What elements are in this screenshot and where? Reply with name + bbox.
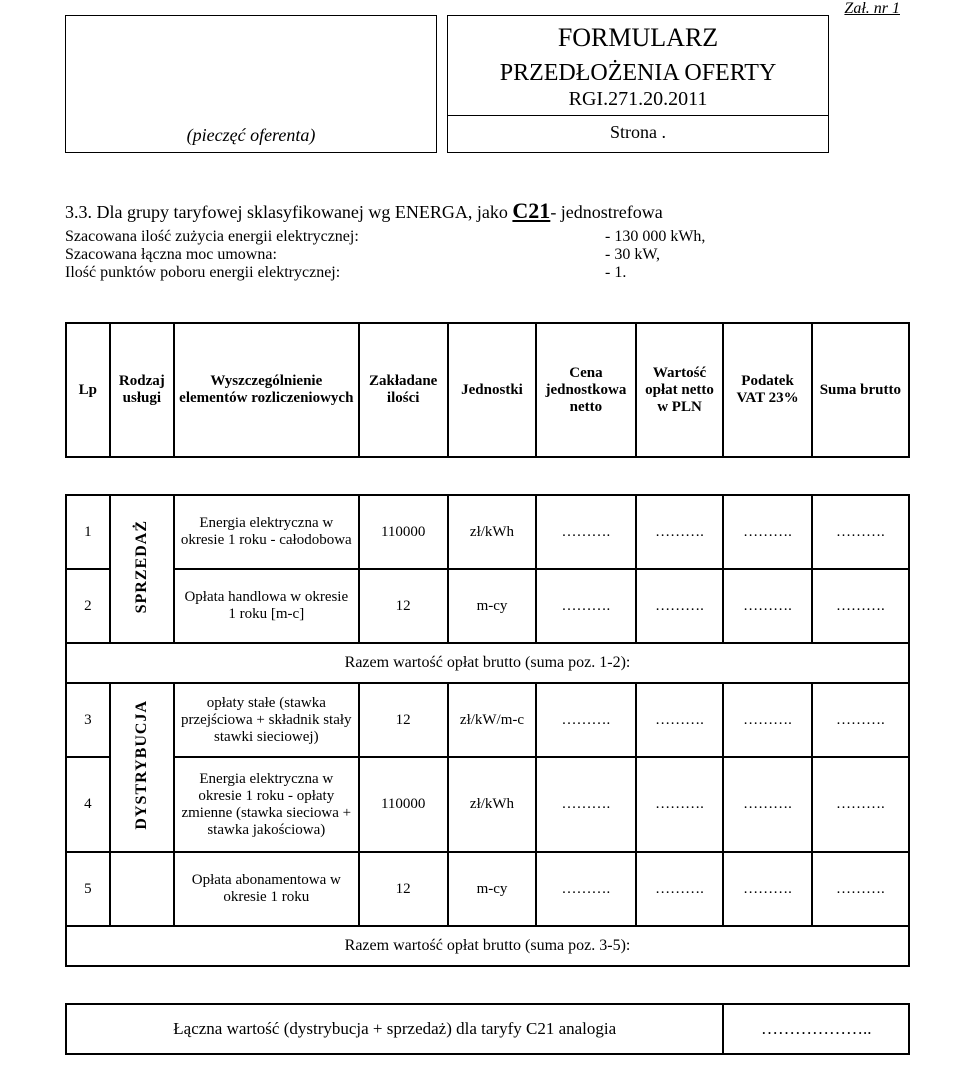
th-rodzaj: Rodzaj usługi [110,323,174,457]
title-box: FORMULARZ PRZEDŁOŻENIA OFERTY RGI.271.20… [447,15,829,153]
row-2: 2 Opłata handlowa w okresie 1 roku [m-c]… [66,569,909,643]
razem-2: Razem wartość opłat brutto (suma poz. 3-… [66,926,909,966]
unit-5: m-cy [448,852,537,926]
group-sprzedaz: SPRZEDAŻ [110,495,174,643]
desc-1: Energia elektryczna w okresie 1 roku - c… [174,495,359,569]
unit-3: zł/kW/m-c [448,683,537,757]
vat-2: ………. [723,569,811,643]
group-dystrybucja-label: DYSTRYBUCJA [133,700,151,830]
razem-row-2: Razem wartość opłat brutto (suma poz. 3-… [66,926,909,966]
sec-line-1: Szacowana ilość zużycia energii elektryc… [65,228,910,246]
th-jedn: Jednostki [448,323,537,457]
row-3: 3 DYSTRYBUCJA opłaty stałe (stawka przej… [66,683,909,757]
razem-1: Razem wartość opłat brutto (suma poz. 1-… [66,643,909,683]
cena-5: ………. [536,852,635,926]
wart-1: ………. [636,495,724,569]
cena-2: ………. [536,569,635,643]
th-lp: Lp [66,323,110,457]
desc-3: opłaty stałe (stawka przejściowa + skład… [174,683,359,757]
th-zakl: Zakładane ilości [359,323,448,457]
row-1: 1 SPRZEDAŻ Energia elektryczna w okresie… [66,495,909,569]
sec-lbl-1: Szacowana ilość zużycia energii elektryc… [65,228,605,246]
suma-2: ………. [812,569,909,643]
title-line2: PRZEDŁOŻENIA OFERTY [448,53,828,88]
vat-5: ………. [723,852,811,926]
title-line1: FORMULARZ [448,16,828,53]
header-row: Lp Rodzaj usługi Wyszczególnienie elemen… [66,323,909,457]
spacer-2 [66,966,909,1004]
desc-4: Energia elektryczna w okresie 1 roku - o… [174,757,359,852]
cena-3: ………. [536,683,635,757]
title-ref: RGI.271.20.2011 [448,88,828,115]
wart-5: ………. [636,852,724,926]
lp-2: 2 [66,569,110,643]
spacer [66,457,909,495]
lp-5: 5 [66,852,110,926]
wart-2: ………. [636,569,724,643]
group-sprzedaz-label: SPRZEDAŻ [133,520,151,613]
main-table: Lp Rodzaj usługi Wyszczególnienie elemen… [65,322,910,1055]
row-4: 4 Energia elektryczna w okresie 1 roku -… [66,757,909,852]
header-row: (pieczęć oferenta) FORMULARZ PRZEDŁOŻENI… [65,15,910,153]
unit-1: zł/kWh [448,495,537,569]
th-suma: Suma brutto [812,323,909,457]
razem-row-1: Razem wartość opłat brutto (suma poz. 1-… [66,643,909,683]
lp-3: 3 [66,683,110,757]
lp-1: 1 [66,495,110,569]
section-heading: 3.3. Dla grupy taryfowej sklasyfikowanej… [65,193,910,228]
vat-4: ………. [723,757,811,852]
sec-lbl-2: Szacowana łączna moc umowna: [65,246,605,264]
section-3-3: 3.3. Dla grupy taryfowej sklasyfikowanej… [65,193,910,282]
sec-t1: Dla grupy taryfowej sklasyfikowanej wg E… [92,202,512,222]
unit-4: zł/kWh [448,757,537,852]
sec-t2: - jednostrefowa [550,202,662,222]
unit-2: m-cy [448,569,537,643]
suma-5: ………. [812,852,909,926]
wart-3: ………. [636,683,724,757]
th-cena: Cena jednostkowa netto [536,323,635,457]
qty-1: 110000 [359,495,448,569]
sec-val-1: - 130 000 kWh, [605,228,705,246]
vat-1: ………. [723,495,811,569]
sec-lbl-3: Ilość punktów poboru energii elektryczne… [65,264,605,282]
cena-4: ………. [536,757,635,852]
group-dystrybucja: DYSTRYBUCJA [110,683,174,852]
sec-num: 3.3. [65,202,92,222]
qty-3: 12 [359,683,448,757]
cena-1: ………. [536,495,635,569]
suma-4: ………. [812,757,909,852]
th-vat: Podatek VAT 23% [723,323,811,457]
row-5: 5 Opłata abonamentowa w okresie 1 roku 1… [66,852,909,926]
sec-line-3: Ilość punktów poboru energii elektryczne… [65,264,910,282]
tariff-code: C21 [512,198,550,223]
wart-4: ………. [636,757,724,852]
qty-5: 12 [359,852,448,926]
desc-5: Opłata abonamentowa w okresie 1 roku [174,852,359,926]
strona-row: Strona . [448,115,828,149]
qty-2: 12 [359,569,448,643]
sec-val-2: - 30 kW, [605,246,660,264]
suma-1: ………. [812,495,909,569]
attachment-annotation: Zał. nr 1 [844,0,900,18]
th-wart: Wartość opłat netto w PLN [636,323,724,457]
qty-4: 110000 [359,757,448,852]
suma-3: ………. [812,683,909,757]
stamp-box: (pieczęć oferenta) [65,15,437,153]
stamp-label: (pieczęć oferenta) [187,125,316,146]
group-blank [110,852,174,926]
th-wysz: Wyszczególnienie elementów rozliczeniowy… [174,323,359,457]
sec-val-3: - 1. [605,264,626,282]
lp-4: 4 [66,757,110,852]
sec-line-2: Szacowana łączna moc umowna: - 30 kW, [65,246,910,264]
vat-3: ………. [723,683,811,757]
desc-2: Opłata handlowa w okresie 1 roku [m-c] [174,569,359,643]
